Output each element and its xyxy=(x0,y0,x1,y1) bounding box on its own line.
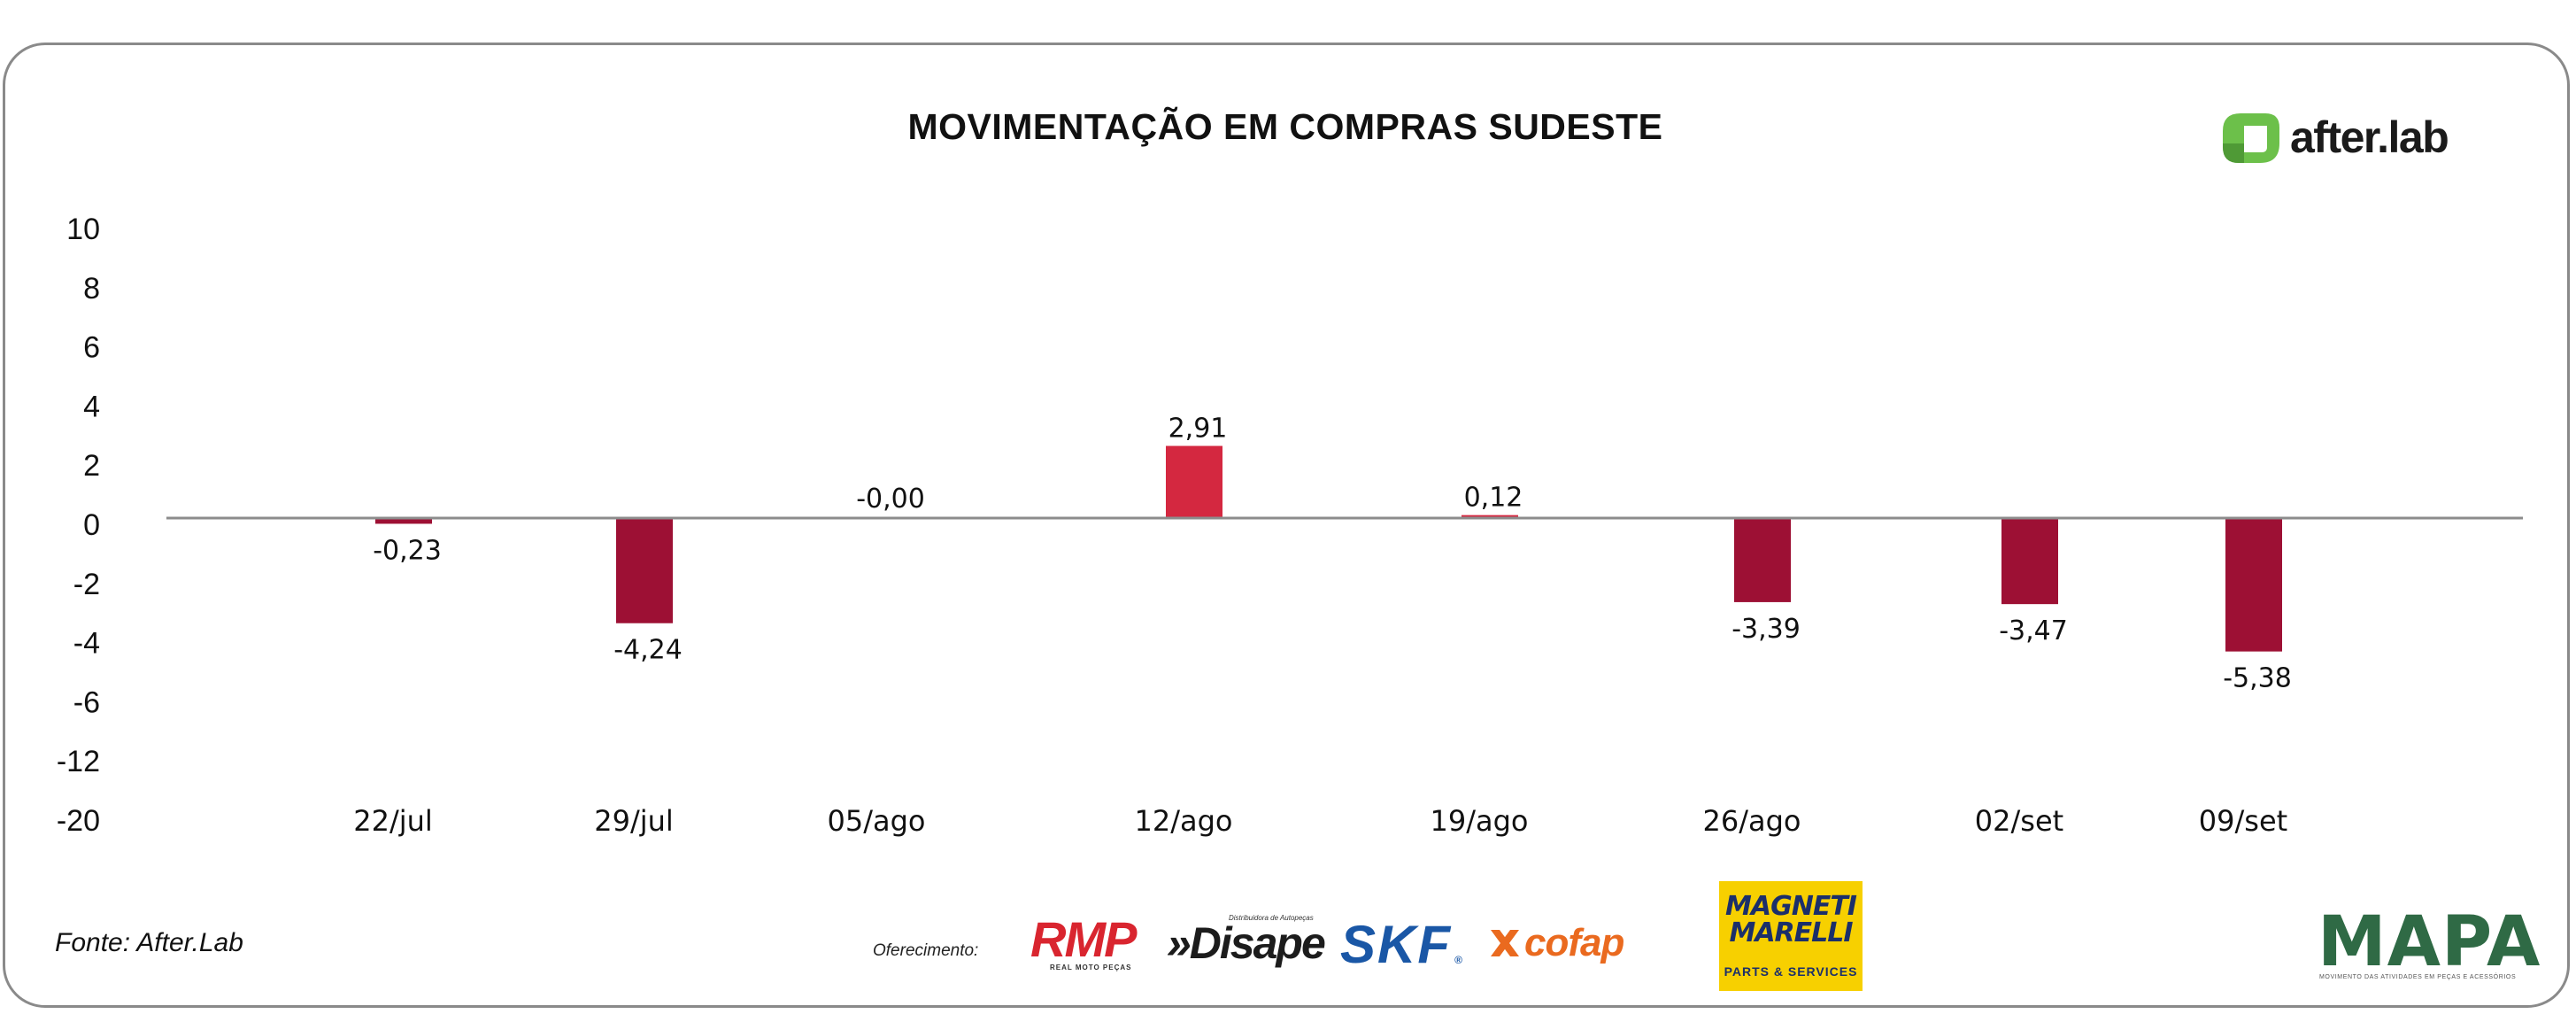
x-axis-ticks: 22/jul 29/jul 05/ago 12/ago 19/ago 26/ago 02/s… xyxy=(353,804,2287,838)
afterlab-logo: after.lab xyxy=(2217,108,2474,170)
y-tick-label: -20 xyxy=(57,804,100,838)
afterlab-leaf-icon xyxy=(2223,113,2279,163)
y-tick-label: 2 xyxy=(83,449,100,483)
afterlab-wordmark: after.lab xyxy=(2290,112,2449,162)
y-tick-label: -12 xyxy=(57,745,100,778)
x-tick-label: 26/ago xyxy=(1703,804,1801,838)
data-label: -3,39 xyxy=(1731,614,1801,645)
data-label: -4,24 xyxy=(613,635,683,666)
bar xyxy=(2225,518,2282,652)
y-tick-label: 8 xyxy=(83,272,100,306)
y-tick-label: -4 xyxy=(73,627,100,661)
mapa-logo: MAPA MOVIMENTO DAS ATIVIDADES EM PEÇAS E… xyxy=(2318,902,2541,982)
bar xyxy=(2001,518,2058,605)
bar xyxy=(1462,515,1518,518)
x-tick-label: 22/jul xyxy=(353,804,433,838)
x-tick-label: 12/ago xyxy=(1135,804,1233,838)
source-note: Fonte: After.Lab xyxy=(55,928,243,957)
y-tick-label: 10 xyxy=(66,213,100,246)
y-tick-label: -2 xyxy=(73,568,100,601)
cofap-logo: cofap xyxy=(1491,921,1624,965)
chart-card xyxy=(3,43,2570,1008)
data-label: 2,91 xyxy=(1168,414,1228,445)
cofap-x-icon xyxy=(1491,930,1519,956)
rmp-logo: RMP REAL MOTO PEÇAS xyxy=(1030,911,1137,972)
data-label: 0,12 xyxy=(1464,483,1523,514)
chart-title: MOVIMENTAÇÃO EM COMPRAS SUDESTE xyxy=(907,106,1663,147)
data-label: -0,23 xyxy=(373,535,442,566)
bar xyxy=(375,518,432,524)
data-label: -5,38 xyxy=(2223,663,2292,694)
x-tick-label: 19/ago xyxy=(1431,804,1529,838)
x-tick-label: 02/set xyxy=(1975,804,2063,838)
bar xyxy=(1734,518,1791,602)
x-tick-label: 09/set xyxy=(2199,804,2287,838)
x-tick-label: 29/jul xyxy=(594,804,674,838)
y-axis-ticks: 10 8 6 4 2 0 -2 -4 -6 -12 -20 xyxy=(57,213,100,838)
bars xyxy=(375,445,2282,652)
y-tick-label: -6 xyxy=(73,685,100,719)
bar xyxy=(1166,445,1222,518)
y-tick-label: 0 xyxy=(83,508,100,542)
data-labels: -0,23 -4,24 -0,00 2,91 0,12 -3,39 -3,47 -5,38 xyxy=(373,414,2292,694)
magneti-marelli-logo: MAGNETI MARELLI PARTS & SERVICES xyxy=(1719,881,1863,991)
bar xyxy=(616,518,673,623)
y-tick-label: 4 xyxy=(83,390,100,423)
x-tick-label: 05/ago xyxy=(828,804,926,838)
y-tick-label: 6 xyxy=(83,331,100,365)
disape-logo: »Disape Distribuidora de Autopeças xyxy=(1167,914,1326,968)
skf-logo: SKF ® xyxy=(1340,915,1464,974)
offer-label: Oferecimento: xyxy=(873,941,979,960)
data-label: -0,00 xyxy=(856,484,925,515)
data-label: -3,47 xyxy=(1999,615,2068,646)
